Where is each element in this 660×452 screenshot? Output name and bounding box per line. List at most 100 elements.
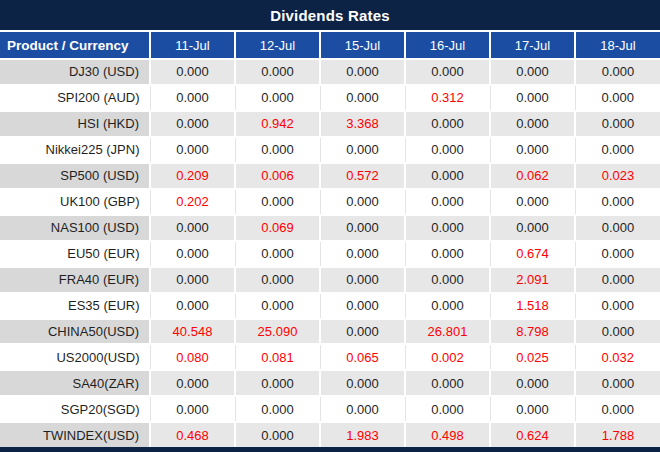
title-bar: Dividends Rates xyxy=(0,0,660,30)
table-body: DJ30 (USD)0.0000.0000.0000.0000.0000.000… xyxy=(0,59,660,447)
table-cell: 0.000 xyxy=(320,241,405,267)
table-cell: 0.000 xyxy=(575,267,660,293)
row-label: DJ30 (USD) xyxy=(0,59,150,85)
table-cell: 0.000 xyxy=(320,189,405,215)
row-label: SPI200 (AUD) xyxy=(0,85,150,111)
table-cell: 0.000 xyxy=(150,215,235,241)
table-cell: 0.023 xyxy=(575,163,660,189)
table-cell: 0.000 xyxy=(405,293,490,319)
table-cell: 0.000 xyxy=(575,396,660,422)
table-cell: 0.000 xyxy=(490,189,575,215)
row-label: TWINDEX(USD) xyxy=(0,422,150,447)
table-cell: 0.065 xyxy=(320,344,405,370)
table-cell: 0.000 xyxy=(150,137,235,163)
row-label: US2000(USD) xyxy=(0,344,150,370)
table-cell: 0.000 xyxy=(150,59,235,85)
table-row: HSI (HKD)0.0000.9423.3680.0000.0000.000 xyxy=(0,111,660,137)
table-cell: 3.368 xyxy=(320,111,405,137)
row-label: FRA40 (EUR) xyxy=(0,267,150,293)
row-label: NAS100 (USD) xyxy=(0,215,150,241)
table-cell: 0.202 xyxy=(150,189,235,215)
row-label: UK100 (GBP) xyxy=(0,189,150,215)
header-date-17-Jul: 17-Jul xyxy=(490,32,575,59)
table-cell: 0.062 xyxy=(490,163,575,189)
page-title: Dividends Rates xyxy=(270,7,390,24)
header-date-16-Jul: 16-Jul xyxy=(405,32,490,59)
dividends-rates-widget: Dividends Rates Product / Currency11-Jul… xyxy=(0,0,660,452)
table-cell: 0.000 xyxy=(235,241,320,267)
table-cell: 0.000 xyxy=(405,111,490,137)
table-cell: 0.000 xyxy=(320,267,405,293)
table-row: DJ30 (USD)0.0000.0000.0000.0000.0000.000 xyxy=(0,59,660,85)
table-cell: 0.468 xyxy=(150,422,235,447)
table-cell: 0.006 xyxy=(235,163,320,189)
table-row: CHINA50(USD)40.54825.0900.00026.8018.798… xyxy=(0,319,660,345)
table-cell: 0.000 xyxy=(405,267,490,293)
table-cell: 0.000 xyxy=(150,111,235,137)
table-cell: 0.000 xyxy=(235,293,320,319)
table-row: SGP20(SGD)0.0000.0000.0000.0000.0000.000 xyxy=(0,396,660,422)
table-cell: 0.000 xyxy=(235,59,320,85)
table-cell: 0.002 xyxy=(405,344,490,370)
table-cell: 0.674 xyxy=(490,241,575,267)
table-cell: 0.032 xyxy=(575,344,660,370)
table-cell: 0.000 xyxy=(575,85,660,111)
table-cell: 40.548 xyxy=(150,319,235,345)
table-cell: 0.000 xyxy=(150,241,235,267)
table-cell: 0.000 xyxy=(575,319,660,345)
header-date-18-Jul: 18-Jul xyxy=(575,32,660,59)
table-cell: 26.801 xyxy=(405,319,490,345)
row-label: ES35 (EUR) xyxy=(0,293,150,319)
row-label: SP500 (USD) xyxy=(0,163,150,189)
table-cell: 0.000 xyxy=(405,163,490,189)
table-row: FRA40 (EUR)0.0000.0000.0000.0002.0910.00… xyxy=(0,267,660,293)
table-row: Nikkei225 (JPN)0.0000.0000.0000.0000.000… xyxy=(0,137,660,163)
header-product-currency: Product / Currency xyxy=(0,32,150,59)
table-row: SP500 (USD)0.2090.0060.5720.0000.0620.02… xyxy=(0,163,660,189)
table-row: ES35 (EUR)0.0000.0000.0000.0001.5180.000 xyxy=(0,293,660,319)
table-cell: 0.000 xyxy=(320,215,405,241)
table-cell: 0.000 xyxy=(320,59,405,85)
table-cell: 0.000 xyxy=(405,189,490,215)
table-cell: 0.000 xyxy=(235,137,320,163)
table-cell: 0.000 xyxy=(235,396,320,422)
header-row: Product / Currency11-Jul12-Jul15-Jul16-J… xyxy=(0,32,660,59)
table-cell: 8.798 xyxy=(490,319,575,345)
table-cell: 0.000 xyxy=(405,396,490,422)
header-date-15-Jul: 15-Jul xyxy=(320,32,405,59)
table-cell: 0.000 xyxy=(490,59,575,85)
table-cell: 0.000 xyxy=(320,85,405,111)
table-cell: 0.000 xyxy=(150,85,235,111)
table-cell: 0.000 xyxy=(490,370,575,396)
table-cell: 1.788 xyxy=(575,422,660,447)
table-cell: 0.081 xyxy=(235,344,320,370)
table-cell: 0.069 xyxy=(235,215,320,241)
bottom-bar xyxy=(0,447,660,452)
table-cell: 0.209 xyxy=(150,163,235,189)
row-label: Nikkei225 (JPN) xyxy=(0,137,150,163)
row-label: SGP20(SGD) xyxy=(0,396,150,422)
table-cell: 0.000 xyxy=(235,85,320,111)
table-cell: 25.090 xyxy=(235,319,320,345)
table-cell: 2.091 xyxy=(490,267,575,293)
table-cell: 0.942 xyxy=(235,111,320,137)
table-cell: 0.000 xyxy=(575,241,660,267)
table-cell: 0.000 xyxy=(405,59,490,85)
table-cell: 0.000 xyxy=(405,215,490,241)
table-cell: 0.000 xyxy=(575,111,660,137)
table-cell: 0.000 xyxy=(405,241,490,267)
table-cell: 0.624 xyxy=(490,422,575,447)
table-cell: 0.572 xyxy=(320,163,405,189)
table-cell: 0.080 xyxy=(150,344,235,370)
table-cell: 0.000 xyxy=(150,267,235,293)
table-cell: 0.000 xyxy=(405,137,490,163)
dividends-table: Product / Currency11-Jul12-Jul15-Jul16-J… xyxy=(0,32,660,447)
table-row: NAS100 (USD)0.0000.0690.0000.0000.0000.0… xyxy=(0,215,660,241)
table-cell: 0.000 xyxy=(150,370,235,396)
table-cell: 0.000 xyxy=(575,137,660,163)
table-cell: 1.983 xyxy=(320,422,405,447)
row-label: SA40(ZAR) xyxy=(0,370,150,396)
table-row: US2000(USD)0.0800.0810.0650.0020.0250.03… xyxy=(0,344,660,370)
table-cell: 0.000 xyxy=(490,396,575,422)
table-row: UK100 (GBP)0.2020.0000.0000.0000.0000.00… xyxy=(0,189,660,215)
